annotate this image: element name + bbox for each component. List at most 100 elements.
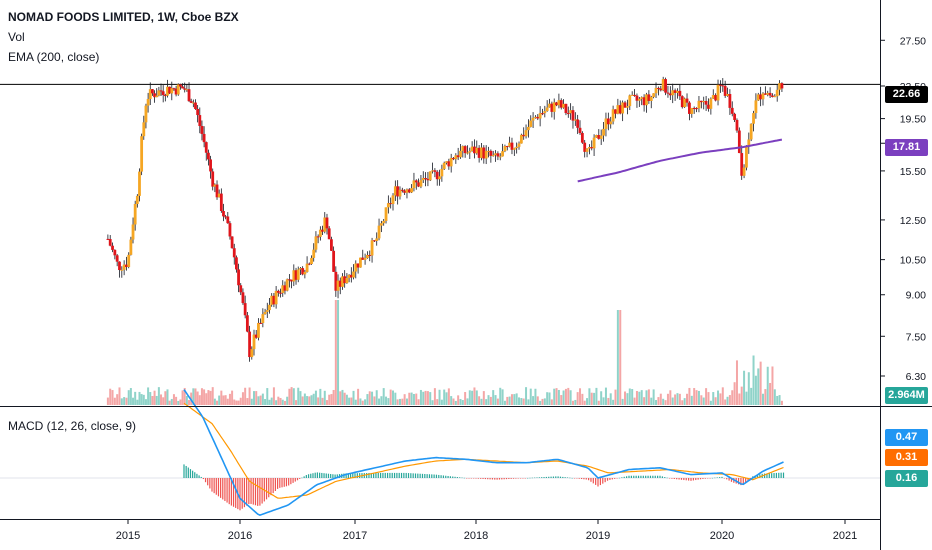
macd-histogram-bar (211, 478, 213, 492)
volume-bar (301, 396, 304, 405)
ema-legend[interactable]: EMA (200, close) (8, 50, 100, 64)
macd-histogram-bar (695, 478, 697, 481)
candle-body (522, 134, 526, 137)
macd-histogram-bar (477, 478, 479, 479)
candle-body (668, 93, 672, 96)
candle-body (168, 86, 172, 94)
macd-histogram-bar (248, 478, 250, 505)
candle-body (157, 90, 161, 96)
macd-histogram-bar (431, 474, 433, 478)
volume-bar (597, 400, 600, 405)
volume-bar (489, 396, 492, 405)
macd-histogram-bar (541, 477, 543, 478)
candle-body (606, 118, 610, 125)
volume-bar (747, 372, 750, 405)
macd-histogram-bar (524, 478, 526, 479)
volume-bar (286, 396, 289, 405)
macd-histogram-bar (336, 474, 338, 478)
volume-bar (619, 310, 622, 405)
candle-body (316, 236, 320, 238)
volume-bar (445, 392, 448, 405)
macd-histogram-bar (405, 472, 407, 478)
macd-histogram-bar (564, 477, 566, 478)
volume-bar (671, 397, 674, 405)
candle-body (235, 257, 238, 270)
candle-body (768, 92, 772, 96)
volume-bar (717, 390, 720, 405)
volume-bar (328, 394, 331, 405)
volume-bar (643, 397, 646, 405)
macd-histogram-bar (442, 475, 445, 478)
volume-bar (662, 398, 665, 405)
macd-histogram-bar (548, 476, 550, 478)
macd-histogram-bar (433, 474, 435, 478)
candle-body (421, 178, 425, 181)
macd-histogram-bar (671, 478, 673, 479)
volume-bar (295, 400, 298, 405)
candle-body (237, 269, 240, 286)
volume-bar (494, 395, 497, 405)
volume-bar (290, 387, 293, 405)
macd-histogram-bar (645, 475, 647, 478)
macd-histogram-bar (692, 478, 694, 481)
volume-bar (693, 388, 696, 405)
macd-histogram-bar (312, 473, 314, 478)
macd-histogram-bar (759, 474, 761, 478)
candle-body (113, 249, 117, 256)
volume-bar (203, 389, 206, 405)
macd-histogram-bar (303, 476, 305, 478)
volume-bar (325, 400, 328, 405)
macd-histogram-bar (630, 475, 632, 478)
candle-body (664, 79, 667, 93)
macd-legend[interactable]: MACD (12, 26, close, 9) (8, 419, 137, 433)
volume-bar (170, 398, 173, 405)
candle-body (628, 95, 632, 107)
candle-body (166, 86, 169, 96)
chart-title[interactable]: NOMAD FOODS LIMITED, 1W, Cboe BZX (8, 10, 239, 24)
volume-bar (525, 387, 528, 405)
volume-bar (177, 400, 180, 405)
volume-bar (638, 391, 641, 405)
macd-histogram-bar (414, 473, 417, 478)
macd-histogram-bar (496, 478, 498, 480)
candle-body (611, 109, 615, 122)
candle-body (419, 180, 423, 187)
candle-body (148, 89, 152, 99)
macd-histogram-bar (482, 478, 484, 479)
candle-body (261, 314, 265, 324)
candle-body (426, 178, 430, 181)
candle-body (179, 84, 182, 87)
volume-bar (127, 390, 130, 405)
volume-bar (268, 399, 271, 405)
volume-bar (403, 394, 406, 405)
candle-body (454, 155, 458, 160)
volume-bar (443, 389, 446, 405)
candle-body (438, 176, 441, 180)
candle-body (756, 94, 760, 101)
macd-histogram-bar (440, 475, 442, 478)
candle-body (209, 159, 212, 172)
volume-bar (396, 399, 399, 405)
macd-histogram-bar (555, 476, 557, 478)
candle-body (548, 103, 551, 108)
macd-pane (0, 389, 880, 516)
candle-body (614, 109, 617, 114)
macd-histogram-bar (220, 478, 222, 498)
macd-histogram-bar (314, 472, 316, 478)
volume-legend[interactable]: Vol (8, 30, 25, 44)
volume-bar (438, 389, 441, 405)
volume-bar (299, 391, 302, 405)
candle-body (673, 90, 677, 93)
macd-histogram-bar (578, 478, 580, 479)
macd-histogram-bar (503, 478, 505, 480)
volume-bar (220, 390, 223, 405)
candle-body (174, 88, 178, 95)
macd-histogram-bar (391, 472, 393, 478)
candle-body (257, 322, 260, 338)
volume-bar (259, 395, 262, 405)
macd-histogram-bar (301, 477, 303, 479)
volume-bar (574, 399, 577, 405)
macd-histogram-bar (633, 475, 635, 478)
volume-bar (499, 387, 502, 405)
